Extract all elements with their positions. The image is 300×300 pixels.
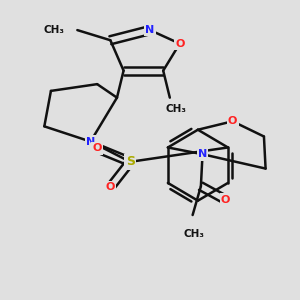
Text: O: O bbox=[175, 39, 184, 49]
Text: CH₃: CH₃ bbox=[166, 104, 187, 115]
Text: O: O bbox=[106, 182, 115, 192]
Text: CH₃: CH₃ bbox=[184, 229, 205, 238]
Text: O: O bbox=[221, 195, 230, 205]
Text: O: O bbox=[228, 116, 237, 126]
Text: O: O bbox=[92, 143, 102, 153]
Text: N: N bbox=[86, 136, 95, 147]
Text: CH₃: CH₃ bbox=[44, 25, 65, 35]
Text: N: N bbox=[198, 149, 207, 159]
Text: N: N bbox=[146, 25, 154, 35]
Text: S: S bbox=[126, 155, 135, 168]
